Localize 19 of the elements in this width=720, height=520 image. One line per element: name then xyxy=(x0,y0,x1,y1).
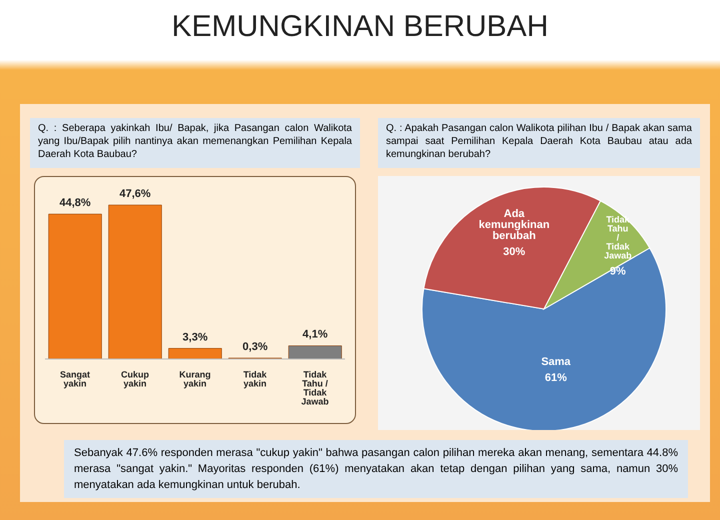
text: Sebanyak 47.6% responden merasa "cukup yakin" bahwa pasangan calon pilihan mereka akan menang, sementara 44.8% merasa "sangat yakin." Mayoritas responden (61%) menyatakan akan tetap dengan pilihan yang sama, namun 30% menyatakan ada kemungkinan untuk berubah. xyxy=(64,440,688,498)
data-label: 47,6% xyxy=(120,188,151,200)
data-label: 30% xyxy=(503,246,526,258)
chart-subtitle: Q. : Seberapa yakinkah Ibu/ Bapak, jika Pasangan calon Walikota yang Ibu/Bapak pilih nantinya akan memenangkan Pemilihan Kepala Daerah Kota Baubau? xyxy=(30,118,360,168)
x-tick-label: Tidak Tahu / Tidak Jawab xyxy=(301,369,330,406)
slice-label: Sama xyxy=(541,356,572,368)
data-label: 61% xyxy=(544,372,568,384)
chart-title: KEMUNGKINAN BERUBAH xyxy=(170,10,550,44)
slice-label: Ada kemungkinan berubah xyxy=(478,208,550,242)
chart-subtitle: Q. : Apakah Pasangan calon Walikota pilihan Ibu / Bapak akan sama sampai saat Pemilihan Kepala Daerah Kota Baubau atau ada kemungkinan berubah? xyxy=(378,118,700,168)
x-tick-label: Sangat yakin xyxy=(60,369,90,388)
x-tick-label: Tidak yakin xyxy=(243,369,268,388)
data-label: 0,3% xyxy=(242,341,268,354)
data-label: 3,3% xyxy=(182,331,208,344)
x-tick-label: Kurang yakin xyxy=(179,369,211,388)
data-label: 9% xyxy=(610,265,626,278)
data-label: 4,1% xyxy=(302,328,328,341)
data-label: 44,8% xyxy=(60,197,91,210)
x-tick-label: Cukup yakin xyxy=(121,369,150,388)
